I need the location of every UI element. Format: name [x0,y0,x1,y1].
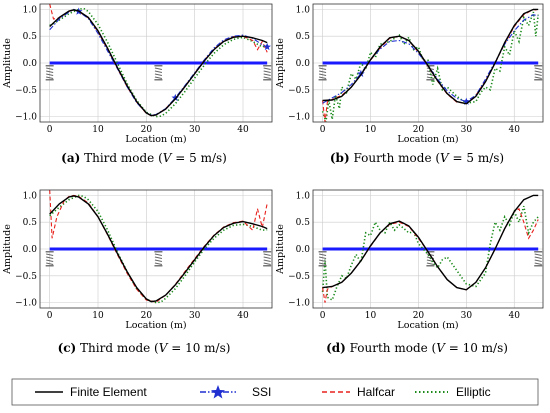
y-tick-label: −1.0 [15,113,37,123]
y-tick-label: −1.0 [15,299,37,309]
x-axis-label: Location (m) [397,320,458,331]
panels: 0 10 20 30 40 −1.0 −0.5 0.0 0.5 1.0 Location (m) Am… [2,3,544,331]
x-tick-label: 0 [47,125,53,135]
y-tick-label: 0.5 [296,32,311,42]
y-tick-label: −0.5 [15,86,37,96]
y-tick-label: 0.0 [296,59,311,69]
caption-d: (d) Fourth mode (V = 10 m/s) [326,341,508,355]
legend-label-ssi: SSI [252,385,271,399]
series-line-finite-element [49,195,268,303]
x-tick-label: 20 [413,311,425,321]
x-tick-label: 40 [237,125,249,135]
axes-frame [312,189,544,309]
x-tick-label: 40 [237,311,249,321]
ssi-star-marker [263,42,271,51]
y-tick-label: 0.0 [296,245,311,255]
legend-label-finite-element: Finite Element [70,385,147,399]
legend-ssi-star-icon [211,385,225,399]
y-tick-label: −0.5 [288,272,310,282]
series-line-finite-element [322,194,539,291]
y-axis-label: Amplitude [275,224,286,275]
x-tick-label: 40 [509,311,521,321]
x-axis-label: Location (m) [125,134,186,145]
y-tick-label: 1.0 [23,5,38,15]
y-axis-label: Amplitude [275,38,286,89]
y-tick-label: −0.5 [288,86,310,96]
ssi-star-marker [462,97,471,105]
panel-b: 0 10 20 30 40 −1.0 −0.5 0.0 0.5 1.0 Location (m) Am… [275,3,544,145]
legend: Finite Element SSI Halfcar Elliptic [11,378,539,406]
axes-frame [312,3,544,123]
support-spring-icon [318,251,327,267]
series-line-finite-element [322,8,539,105]
support-spring-icon [45,251,54,267]
support-spring-icon [534,251,543,267]
support-spring-icon [45,65,54,81]
y-tick-label: 1.0 [23,191,38,201]
y-tick-label: −1.0 [288,299,310,309]
series-line-elliptic [49,7,268,118]
support-spring-icon [534,65,543,81]
caption-b: (b) Fourth mode (V = 5 m/s) [330,151,504,165]
legend-label-elliptic: Elliptic [456,385,491,399]
y-tick-label: 0.5 [296,218,311,228]
series-line-elliptic [49,194,268,304]
support-spring-icon [154,65,163,81]
y-tick-label: −1.0 [288,113,310,123]
x-tick-label: 10 [92,125,104,135]
x-tick-label: 0 [320,311,326,321]
y-tick-label: 1.0 [296,191,311,201]
x-tick-label: 20 [141,125,153,135]
caption-c: (c) Third mode (V = 10 m/s) [58,341,231,355]
y-axis-label: Amplitude [2,38,13,89]
support-spring-icon [263,65,272,81]
y-tick-label: 1.0 [296,5,311,15]
series-line-finite-element [49,9,268,117]
legend-frame [11,378,539,406]
x-tick-label: 30 [461,311,473,321]
support-spring-icon [318,65,327,81]
legend-label-halfcar: Halfcar [357,385,395,399]
x-tick-label: 30 [461,125,473,135]
x-tick-label: 40 [509,125,521,135]
y-tick-label: 0.0 [23,245,38,255]
x-tick-label: 20 [141,311,153,321]
x-tick-label: 0 [47,311,53,321]
y-axis-label: Amplitude [2,224,13,275]
x-tick-label: 0 [320,125,326,135]
x-tick-label: 10 [365,125,377,135]
series-line-elliptic [321,205,539,302]
panel-c: 0 10 20 30 40 −1.0 −0.5 0.0 0.5 1.0 Location (m) Am… [2,189,273,331]
x-tick-label: 30 [189,311,201,321]
axes-frame [39,3,273,123]
x-tick-label: 10 [365,311,377,321]
x-tick-label: 20 [413,125,425,135]
ssi-star-marker [171,93,180,102]
y-tick-label: 0.0 [23,59,38,69]
ssi-star-marker [357,69,365,77]
panel-a: 0 10 20 30 40 −1.0 −0.5 0.0 0.5 1.0 Location (m) Am… [2,3,273,145]
axes-frame [39,189,273,309]
x-axis-label: Location (m) [397,134,458,145]
x-tick-label: 30 [189,125,201,135]
y-tick-label: 0.5 [23,32,38,42]
y-tick-label: −0.5 [15,272,37,282]
x-tick-label: 10 [92,311,104,321]
support-spring-icon [263,251,272,267]
support-spring-icon [154,251,163,267]
caption-a: (a) Third mode (V = 5 m/s) [61,151,227,165]
x-axis-label: Location (m) [125,320,186,331]
panel-d: 0 10 20 30 40 −1.0 −0.5 0.0 0.5 1.0 Location (m) Am… [275,189,544,331]
y-tick-label: 0.5 [23,218,38,228]
